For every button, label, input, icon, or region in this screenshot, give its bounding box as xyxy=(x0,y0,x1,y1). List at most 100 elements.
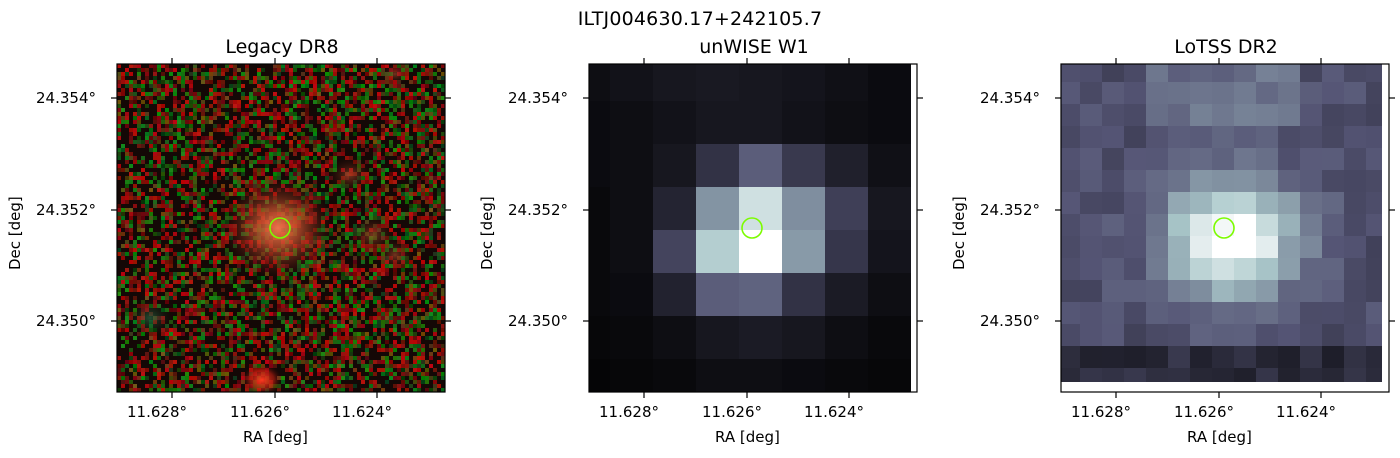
legacy-pixel xyxy=(193,216,197,220)
legacy-pixel xyxy=(401,140,405,144)
lotss-pixel xyxy=(1322,82,1344,104)
legacy-pixel xyxy=(333,308,337,312)
legacy-pixel xyxy=(157,188,161,192)
legacy-pixel xyxy=(297,356,301,360)
legacy-pixel xyxy=(297,292,301,296)
legacy-pixel xyxy=(213,140,217,144)
legacy-pixel xyxy=(157,356,161,360)
legacy-pixel xyxy=(165,300,169,304)
legacy-pixel xyxy=(241,280,245,284)
legacy-pixel xyxy=(365,212,369,216)
legacy-pixel xyxy=(165,124,169,128)
legacy-pixel xyxy=(369,256,373,260)
legacy-pixel xyxy=(437,156,441,160)
legacy-pixel xyxy=(313,140,317,144)
legacy-pixel xyxy=(321,112,325,116)
legacy-pixel xyxy=(173,84,177,88)
legacy-pixel xyxy=(281,84,285,88)
legacy-pixel xyxy=(421,292,425,296)
unwise-image xyxy=(589,64,911,392)
legacy-pixel xyxy=(369,288,373,292)
legacy-pixel xyxy=(317,372,321,376)
legacy-pixel xyxy=(149,252,153,256)
legacy-pixel xyxy=(125,168,129,172)
legacy-pixel xyxy=(381,156,385,160)
legacy-pixel xyxy=(129,104,133,108)
legacy-pixel xyxy=(145,208,149,212)
legacy-pixel xyxy=(129,196,133,200)
legacy-pixel xyxy=(333,376,337,380)
legacy-pixel xyxy=(125,380,129,384)
legacy-pixel xyxy=(169,264,173,268)
legacy-pixel xyxy=(137,88,141,92)
legacy-pixel xyxy=(181,220,185,224)
legacy-pixel xyxy=(229,256,233,260)
legacy-pixel xyxy=(153,196,157,200)
legacy-pixel xyxy=(245,112,249,116)
legacy-pixel xyxy=(121,256,125,260)
lotss-pixel xyxy=(1146,302,1168,324)
legacy-pixel xyxy=(377,368,381,372)
legacy-pixel xyxy=(441,332,445,336)
legacy-pixel xyxy=(421,236,425,240)
legacy-pixel xyxy=(325,388,329,392)
legacy-pixel xyxy=(225,352,229,356)
legacy-pixel xyxy=(169,80,173,84)
legacy-pixel xyxy=(301,304,305,308)
legacy-pixel xyxy=(117,108,121,112)
legacy-pixel xyxy=(229,84,233,88)
legacy-pixel xyxy=(289,308,293,312)
legacy-pixel xyxy=(173,132,177,136)
legacy-pixel xyxy=(233,84,237,88)
legacy-pixel xyxy=(141,356,145,360)
legacy-pixel xyxy=(341,328,345,332)
legacy-pixel xyxy=(413,116,417,120)
legacy-pixel xyxy=(369,340,373,344)
legacy-pixel xyxy=(401,268,405,272)
legacy-pixel xyxy=(341,244,345,248)
legacy-pixel xyxy=(217,104,221,108)
lotss-pixel xyxy=(1278,280,1300,302)
legacy-pixel xyxy=(233,104,237,108)
legacy-pixel xyxy=(197,76,201,80)
legacy-pixel xyxy=(145,236,149,240)
legacy-pixel xyxy=(305,64,309,68)
legacy-pixel xyxy=(237,388,241,392)
legacy-pixel xyxy=(241,96,245,100)
legacy-pixel xyxy=(205,300,209,304)
legacy-pixel xyxy=(241,116,245,120)
legacy-pixel xyxy=(409,68,413,72)
legacy-pixel xyxy=(301,292,305,296)
legacy-pixel xyxy=(421,148,425,152)
legacy-pixel xyxy=(145,280,149,284)
legacy-pixel xyxy=(241,356,245,360)
legacy-pixel xyxy=(225,356,229,360)
lotss-pixel xyxy=(1124,148,1146,170)
legacy-pixel xyxy=(389,216,393,220)
legacy-pixel xyxy=(245,156,249,160)
legacy-pixel xyxy=(141,68,145,72)
legacy-pixel xyxy=(333,68,337,72)
legacy-pixel xyxy=(305,164,309,168)
lotss-pixel xyxy=(1061,258,1080,280)
legacy-pixel xyxy=(129,72,133,76)
legacy-pixel xyxy=(381,348,385,352)
legacy-pixel xyxy=(257,292,261,296)
unwise-pixel xyxy=(610,144,653,187)
legacy-pixel xyxy=(353,288,357,292)
legacy-pixel xyxy=(437,120,441,124)
legacy-pixel xyxy=(333,112,337,116)
legacy-pixel xyxy=(149,160,153,164)
legacy-pixel xyxy=(185,340,189,344)
legacy-pixel xyxy=(277,136,281,140)
legacy-pixel xyxy=(381,292,385,296)
legacy-pixel xyxy=(317,192,321,196)
legacy-pixel xyxy=(201,120,205,124)
legacy-pixel xyxy=(169,276,173,280)
legacy-pixel xyxy=(397,376,401,380)
legacy-pixel xyxy=(397,184,401,188)
legacy-pixel xyxy=(437,84,441,88)
legacy-pixel xyxy=(397,280,401,284)
legacy-pixel xyxy=(377,164,381,168)
lotss-blank-edge xyxy=(1061,382,1389,392)
